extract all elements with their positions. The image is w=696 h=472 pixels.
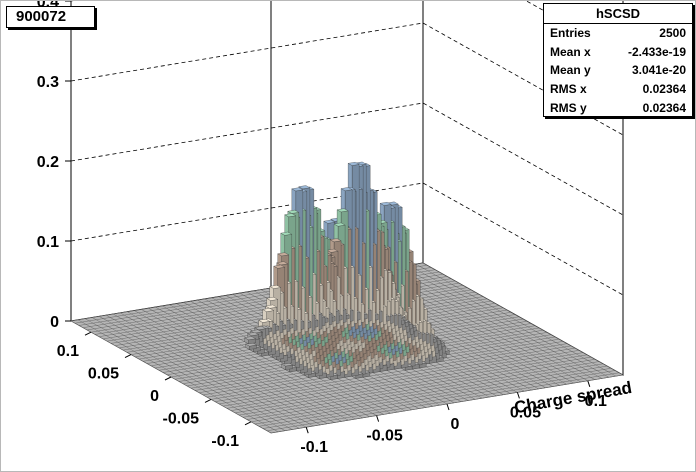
lego-bar-top <box>277 252 290 257</box>
z-tick-label: 0.1 <box>37 234 59 251</box>
lego-bar-top <box>280 231 293 236</box>
x-tick-label: 0.1 <box>585 393 607 410</box>
stats-value: -2.433e-19 <box>627 44 686 59</box>
lego-bar-top <box>250 329 263 334</box>
lego-bar-top <box>262 308 275 312</box>
y-tick-label: -0.05 <box>163 410 200 427</box>
floor-gridline <box>394 267 595 380</box>
y-tick-label: 0.05 <box>88 366 119 383</box>
lego-bar-top <box>340 187 353 191</box>
lego-bar-top <box>347 162 360 166</box>
lego-bar-top <box>269 285 282 289</box>
stats-label: Mean y <box>550 63 591 78</box>
y-tick <box>204 398 212 403</box>
y-tick-label: -0.1 <box>211 433 239 450</box>
y-tick-label: 0.1 <box>57 343 79 360</box>
z-gridline <box>71 1 624 56</box>
floor-gridline <box>387 268 588 381</box>
floor-gridline <box>422 262 624 376</box>
stats-name: hSCSD <box>544 4 692 24</box>
y-tick <box>244 421 252 426</box>
stats-row-rms-y: RMS y 0.02364 <box>544 99 692 118</box>
x-tick-label: 0 <box>451 416 460 433</box>
floor-gridline <box>401 266 602 379</box>
lego-bar-top <box>247 332 260 336</box>
stats-label: Mean x <box>550 44 591 59</box>
lego-bar-top <box>273 264 286 269</box>
lego-bar-top <box>336 208 349 213</box>
stats-value: 3.041e-20 <box>631 63 686 78</box>
x-tick-label: -0.1 <box>300 439 328 456</box>
x-tick <box>376 415 380 422</box>
lego-bar-top <box>326 248 339 253</box>
stats-row-rms-x: RMS x 0.02364 <box>544 80 692 99</box>
stats-row-mean-y: Mean y 3.041e-20 <box>544 61 692 80</box>
stats-label: RMS x <box>550 82 587 97</box>
stats-row-mean-x: Mean x -2.433e-19 <box>544 43 692 62</box>
y-tick <box>164 376 172 381</box>
lego-bar-top <box>258 318 271 323</box>
lego-bar-top <box>287 209 300 214</box>
lego-bar-top <box>276 261 289 266</box>
lego-bar-top <box>265 304 278 309</box>
lego-bar-top <box>284 213 297 218</box>
y-tick <box>84 331 92 336</box>
lego-bar-top <box>329 238 342 243</box>
floor-gridline <box>415 263 617 377</box>
z-tick-label: 0.3 <box>37 74 59 91</box>
stats-value: 2500 <box>659 26 686 40</box>
y-tick-label: 0 <box>150 388 159 405</box>
lego-bar-top <box>323 219 336 224</box>
x-tick-label: -0.05 <box>366 428 403 445</box>
lego-bar-top <box>379 201 392 206</box>
z-tick-label: 0.2 <box>37 154 59 171</box>
lego-bar-top <box>266 297 279 301</box>
x-tick-label: 0.05 <box>510 404 541 421</box>
z-tick-label: 0 <box>50 314 59 331</box>
floor-gridline <box>408 265 610 378</box>
stats-label: RMS y <box>550 100 587 115</box>
z-gridline <box>70 22 624 136</box>
x-tick <box>446 403 450 411</box>
stats-value: 0.02364 <box>642 100 686 115</box>
stats-row-entries: Entries 2500 <box>544 24 692 43</box>
stats-box: hSCSD Entries 2500 Mean x -2.433e-19 Mea… <box>543 3 693 117</box>
lego-bar-top <box>254 326 267 330</box>
lego-bar-top <box>244 336 257 341</box>
lego-bar-top <box>291 187 304 192</box>
stats-label: Entries <box>550 26 591 40</box>
x-tick <box>587 380 591 387</box>
histogram-title: 900072 <box>6 6 95 28</box>
x-tick <box>516 392 520 399</box>
x-tick <box>305 427 309 434</box>
stats-value: 0.02364 <box>642 82 686 97</box>
y-tick <box>124 354 132 359</box>
lego-bar-top <box>333 222 346 227</box>
lego-bar-top <box>298 185 311 190</box>
